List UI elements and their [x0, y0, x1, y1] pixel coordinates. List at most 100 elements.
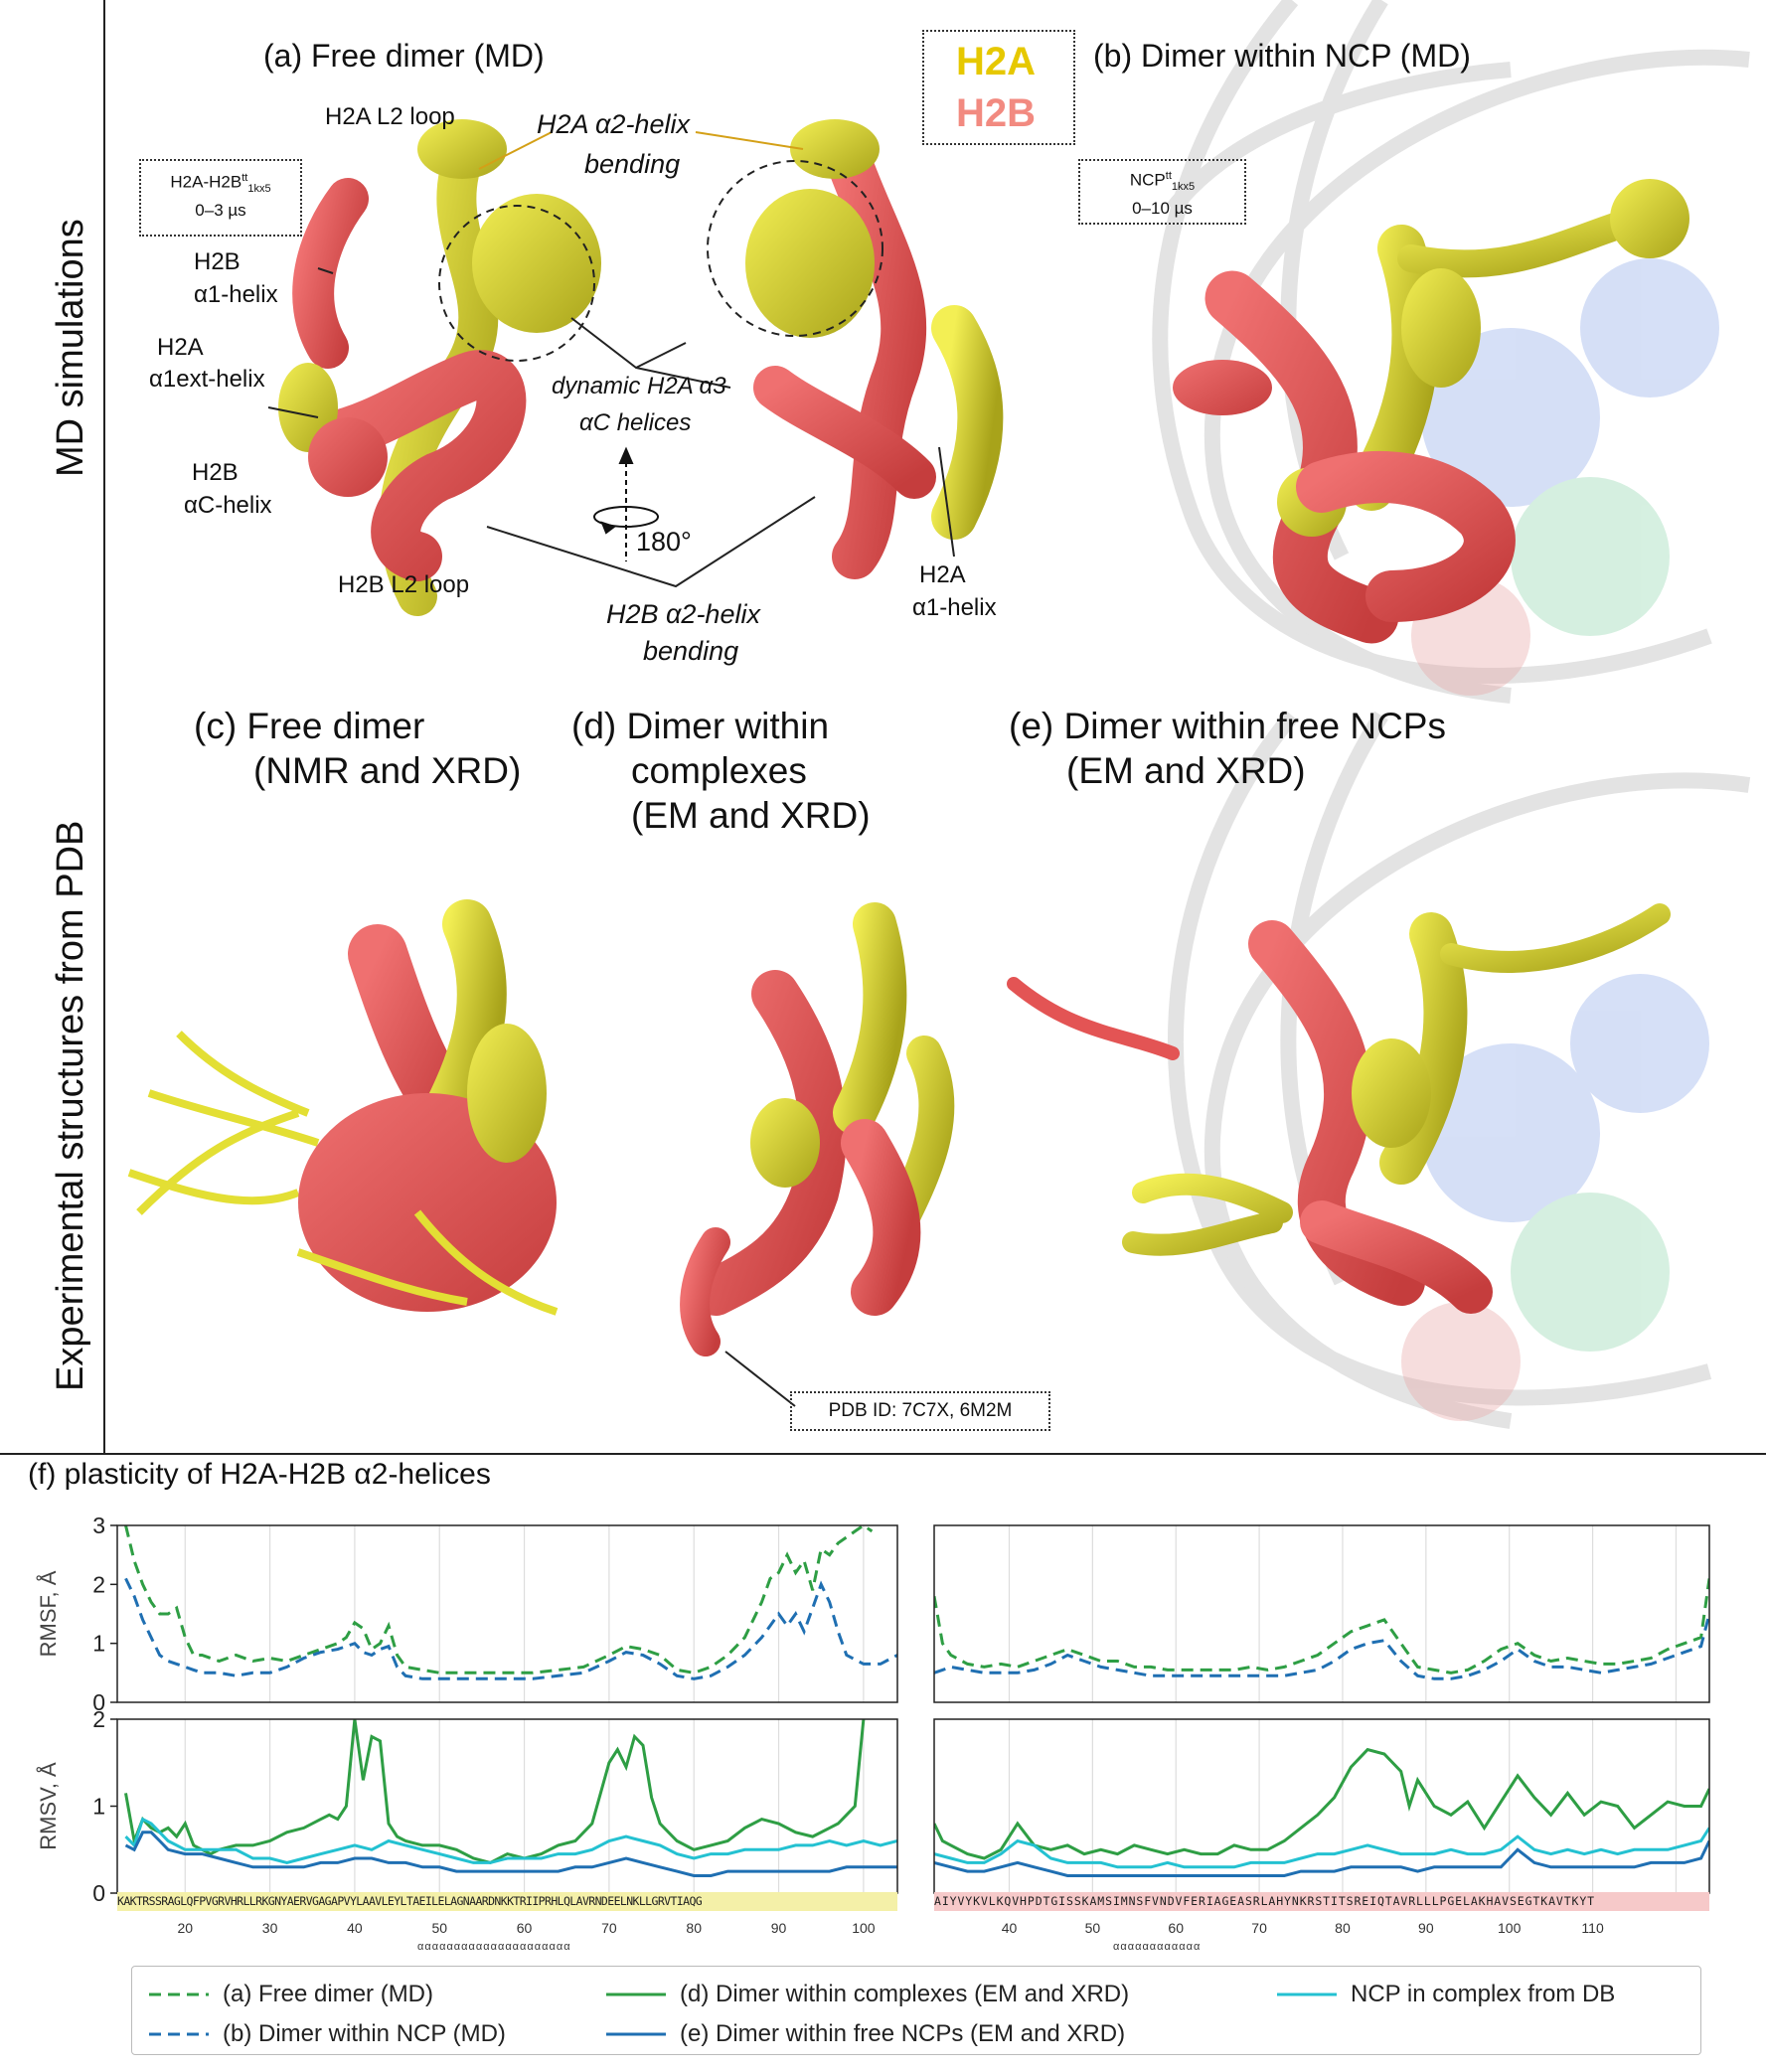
x-tick-label: 100: [852, 1920, 876, 1936]
side-label-md: MD simulations: [50, 219, 91, 477]
series-line: [124, 1525, 874, 1674]
box-b-line2: 0–10 µs: [1132, 199, 1193, 219]
label-h2a-a1-1: H2A: [919, 561, 966, 588]
x-tick-label: 60: [517, 1920, 533, 1936]
dashed-circle-right: [707, 160, 883, 337]
panel-a-box: H2A-H2Btt1kx5 0–3 µs: [139, 159, 302, 237]
plot-legend: [131, 1966, 1701, 2055]
x-tick-label: 80: [1335, 1920, 1351, 1936]
molecular-illustrations: [127, 0, 1751, 1429]
label-dynamic-1: dynamic H2A α3: [552, 373, 726, 399]
legend-swatch: [606, 2032, 666, 2036]
y-axis-label: RMSV, Å: [36, 1762, 61, 1850]
label-h2b-bend-1: H2B α2-helix: [606, 599, 760, 629]
legend-item: (b) Dimer within NCP (MD): [149, 2019, 506, 2049]
histone-core-e: [1401, 974, 1709, 1421]
label-h2b-bend-2: bending: [643, 636, 739, 666]
label-h2b-a1-2: α1-helix: [194, 281, 278, 308]
label-h2a-a1ext-1: H2A: [157, 334, 204, 361]
box-a-line1: H2A-H2B: [170, 172, 242, 192]
legend-swatch: [149, 1992, 209, 1996]
leader-h2a-bend-left: [478, 131, 553, 170]
x-tick-label: 30: [262, 1920, 278, 1936]
x-tick-label: 100: [1498, 1920, 1522, 1936]
ensemble-b: [1173, 179, 1689, 644]
label-h2a-bend-2: bending: [584, 149, 681, 179]
y-axis-label: RMSF, Å: [36, 1570, 61, 1657]
y-tick-label: 1: [92, 1794, 105, 1820]
panel-b-box: NCPtt1kx5 0–10 µs: [1078, 159, 1246, 225]
series-line: [934, 1613, 1709, 1680]
legend-h2a: H2A: [956, 40, 1037, 83]
panel-a-title: (a) Free dimer (MD): [263, 38, 545, 74]
ss-h2b: αααααααααααα: [1113, 1941, 1202, 1953]
leader-h2a-bend-right: [695, 131, 804, 150]
series-line: [934, 1578, 1709, 1674]
series-line: [934, 1747, 1709, 1860]
box-a-sub: 1kx5: [247, 183, 271, 196]
panel-c-title-1: (c) Free dimer: [194, 706, 425, 746]
label-h2a-bend-1: H2A α2-helix: [537, 109, 690, 139]
y-tick-label: 2: [92, 1571, 105, 1597]
x-tick-label: 20: [177, 1920, 193, 1936]
plot-frame: [933, 1524, 1710, 1703]
x-tick-label: 110: [1581, 1920, 1604, 1936]
series-line: [934, 1827, 1709, 1869]
series-line: [124, 1577, 897, 1680]
legend-label: (b) Dimer within NCP (MD): [223, 2020, 506, 2047]
legend-item: NCP in complex from DB: [1277, 1980, 1615, 2009]
legend-h2b: H2B: [956, 91, 1037, 135]
legend-swatch: [149, 2032, 209, 2036]
series-line: [124, 1831, 897, 1877]
seq-h2b: AIYVYKVLKQVHPDTGISSKAMSIMNSFVNDVFERIAGEA…: [934, 1894, 1596, 1908]
color-legend-box: [922, 30, 1075, 145]
x-tick-label: 50: [431, 1920, 447, 1936]
chart-panel-1: [933, 1524, 1710, 1703]
leader-pdb: [724, 1351, 796, 1407]
x-tick-label: 40: [1002, 1920, 1018, 1936]
rotation-icon: [593, 446, 659, 561]
ensemble-a-left: [278, 119, 601, 616]
pdb-id-box: PDB ID: 7C7X, 6M2M: [790, 1391, 1050, 1431]
section-divider: [0, 1453, 1766, 1455]
box-b-line1: NCP: [1129, 170, 1166, 190]
box-b-sup: tt: [1165, 170, 1172, 182]
y-tick-label: 0: [92, 1880, 105, 1906]
legend-item: (a) Free dimer (MD): [149, 1980, 433, 2009]
x-tick-label: 90: [771, 1920, 787, 1936]
ensemble-c: [127, 899, 559, 1316]
ensemble-e: [1007, 903, 1671, 1314]
pdb-id-label: PDB ID: 7C7X, 6M2M: [828, 1400, 1013, 1421]
y-tick-label: 3: [92, 1513, 105, 1538]
series-line: [124, 1817, 897, 1864]
x-tick-label: 60: [1168, 1920, 1184, 1936]
legend-item: (e) Dimer within free NCPs (EM and XRD): [606, 2019, 1125, 2049]
label-h2b-a1-1: H2B: [194, 248, 241, 275]
panel-d-title-2: complexes: [631, 750, 807, 791]
chart-panel-0: 0 1 2 3 RMSF, Å: [36, 1513, 898, 1715]
label-h2a-a1ext-2: α1ext-helix: [149, 366, 265, 393]
x-tick-label: 90: [1418, 1920, 1434, 1936]
box-b-sub: 1kx5: [1171, 181, 1196, 194]
seq-h2a-strip: KAKTRSSRAGLQFPVGRVHRLLRKGNYAERVGAGAPVYLA…: [117, 1892, 897, 1911]
chart-panel-3: 40 50 60 70 80 90 100 110: [933, 1718, 1710, 1936]
series-line: [934, 1839, 1709, 1877]
leader-lines-a: [267, 267, 955, 588]
box-a-sup: tt: [241, 172, 248, 184]
ss-h2a: ααααααααααααααααααααα: [417, 1941, 571, 1953]
seq-h2b-strip: AIYVYKVLKQVHPDTGISSKAMSIMNSFVNDVFERIAGEA…: [934, 1892, 1709, 1911]
legend-label: (a) Free dimer (MD): [223, 1981, 434, 2007]
panel-b-title: (b) Dimer within NCP (MD): [1093, 38, 1471, 74]
x-tick-label: 70: [601, 1920, 617, 1936]
seq-h2a: KAKTRSSRAGLQFPVGRVHRLLRKGNYAERVGAGAPVYLA…: [117, 1894, 703, 1908]
ensemble-d: [680, 902, 955, 1356]
series-line: [124, 1719, 866, 1864]
legend-swatch: [606, 1992, 666, 1996]
label-dynamic-2: αC helices: [579, 409, 692, 436]
side-label-experimental: Experimental structures from PDB: [50, 820, 91, 1391]
y-tick-label: 0: [92, 1689, 105, 1715]
x-tick-label: 50: [1085, 1920, 1101, 1936]
panel-d-title-1: (d) Dimer within: [571, 706, 830, 746]
legend-label: NCP in complex from DB: [1351, 1981, 1616, 2007]
dashed-circle-left: [438, 205, 595, 362]
